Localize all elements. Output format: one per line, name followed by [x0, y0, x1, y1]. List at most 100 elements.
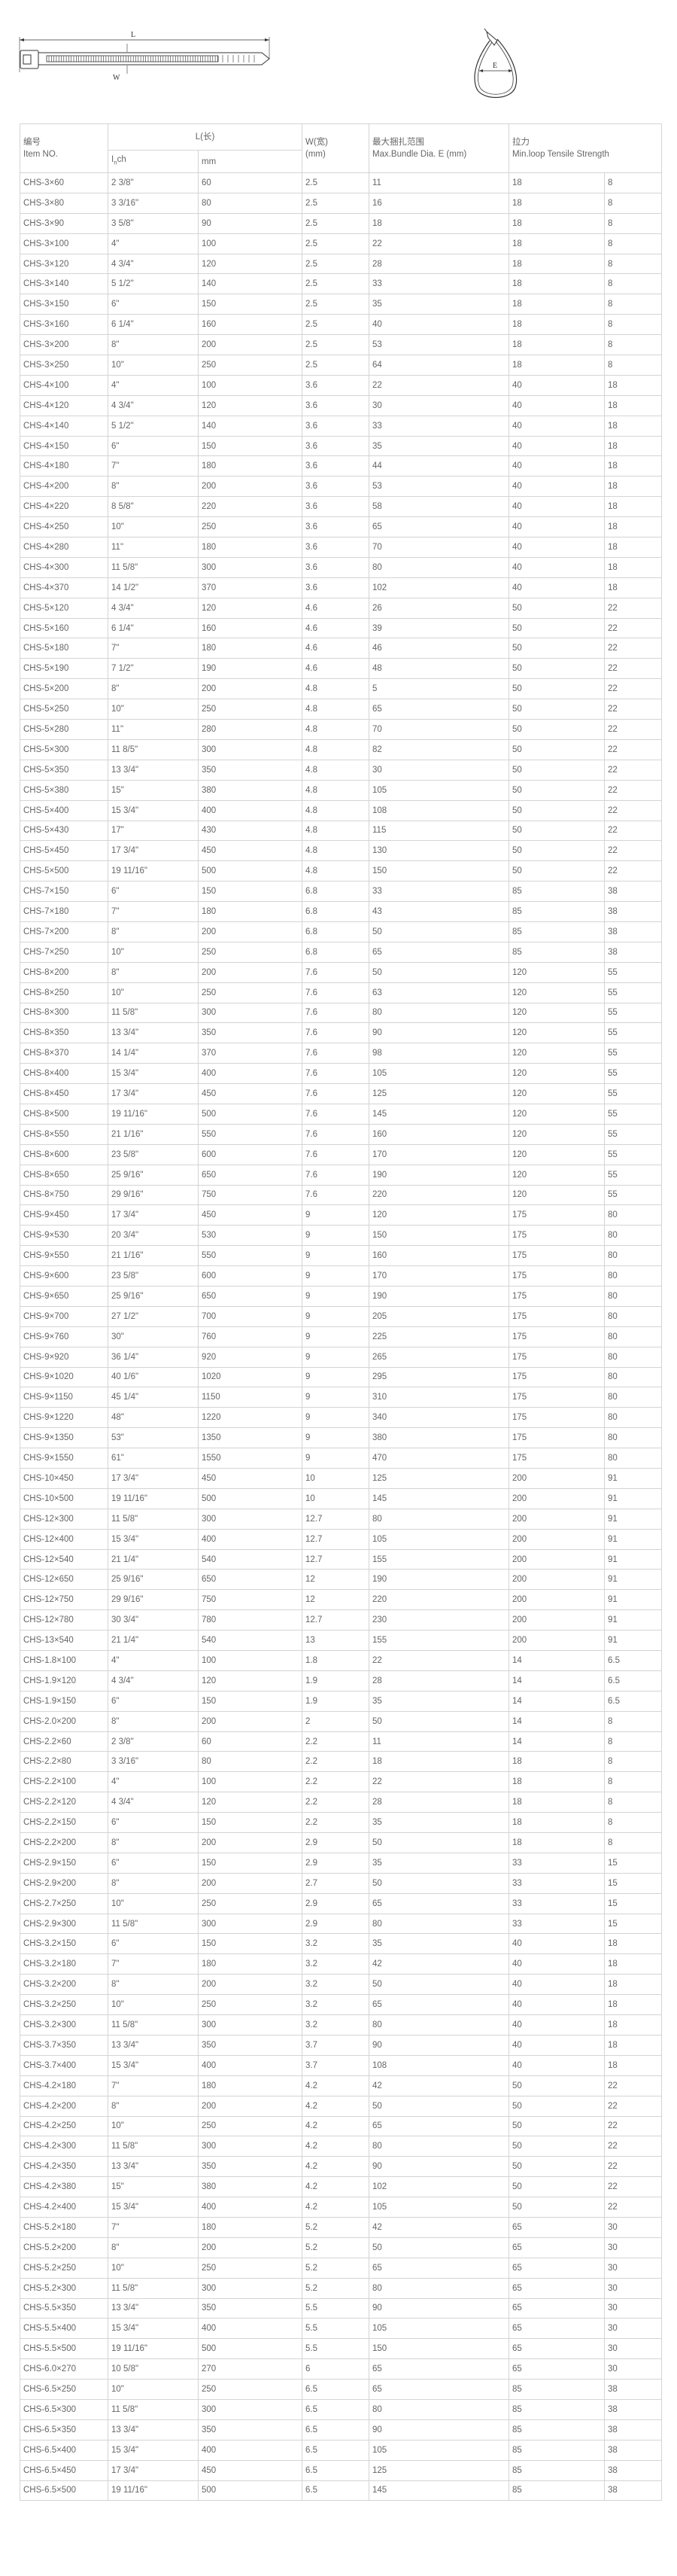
cell-length-inch: 7 1/2" — [108, 658, 199, 680]
cell-length-inch: 4 3/4" — [108, 1792, 199, 1813]
cell-max-bundle-dia: 125 — [369, 2459, 509, 2481]
cell-length-mm: 750 — [198, 1589, 302, 1611]
cell-tensile-strength-a: 50 — [509, 799, 605, 821]
cell-width-mm: 3.2 — [302, 1974, 369, 1996]
cell-max-bundle-dia: 18 — [369, 212, 509, 234]
cell-tensile-strength-b: 8 — [603, 334, 663, 356]
table-row: CHS-6.5×250 10" 250 6.5 65 85 38 — [20, 2379, 663, 2400]
cell-tensile-strength-b: 18 — [603, 2054, 663, 2076]
cell-width-mm: 7.6 — [302, 1083, 369, 1104]
cell-width-mm: 4.8 — [302, 719, 369, 740]
cell-length-inch: 25 9/16" — [108, 1569, 199, 1591]
table-row: CHS-5×120 4 3/4" 120 4.6 26 50 22 — [20, 597, 663, 619]
cell-item-no: CHS-9×1020 — [20, 1366, 108, 1388]
table-row: CHS-3×90 3 5/8" 90 2.5 18 18 8 — [20, 212, 663, 234]
cell-max-bundle-dia: 130 — [369, 840, 509, 862]
cell-max-bundle-dia: 145 — [369, 1487, 509, 1509]
table-row: CHS-5×450 17 3/4" 450 4.8 130 50 22 — [20, 840, 663, 862]
cell-length-inch: 4" — [108, 374, 199, 396]
cell-width-mm: 1.8 — [302, 1650, 369, 1671]
cell-item-no: CHS-3×140 — [20, 273, 108, 295]
cell-max-bundle-dia: 120 — [369, 1204, 509, 1226]
cell-length-inch: 3 5/8" — [108, 212, 199, 234]
table-row: CHS-4×150 6" 150 3.6 35 40 18 — [20, 435, 663, 457]
cell-length-mm: 400 — [198, 2197, 302, 2218]
cell-length-inch: 10 5/8" — [108, 2358, 199, 2380]
cell-length-inch: 19 11/16" — [108, 2480, 199, 2501]
table-row: CHS-2.2×150 6" 150 2.2 35 18 8 — [20, 1812, 663, 1834]
cell-width-mm: 2.2 — [302, 1731, 369, 1752]
cell-tensile-strength-b: 22 — [603, 738, 663, 760]
cell-max-bundle-dia: 340 — [369, 1407, 509, 1429]
cell-item-no: CHS-9×600 — [20, 1265, 108, 1286]
cell-length-mm: 400 — [198, 2054, 302, 2076]
cell-tensile-strength-b: 80 — [603, 1427, 663, 1449]
cell-max-bundle-dia: 53 — [369, 476, 509, 498]
cell-tensile-strength-a: 50 — [509, 860, 605, 882]
cell-length-mm: 200 — [198, 921, 302, 942]
cell-tensile-strength-b: 18 — [603, 435, 663, 457]
cell-length-mm: 250 — [198, 1892, 302, 1914]
cell-tensile-strength-a: 50 — [509, 2095, 605, 2117]
cell-length-inch: 15 3/4" — [108, 1063, 199, 1085]
cell-tensile-strength-a: 50 — [509, 678, 605, 700]
cell-length-mm: 200 — [198, 961, 302, 983]
cell-max-bundle-dia: 220 — [369, 1589, 509, 1611]
cell-tensile-strength-a: 175 — [509, 1427, 605, 1449]
cell-length-inch: 10" — [108, 2257, 199, 2279]
cell-tensile-strength-b: 55 — [603, 1083, 663, 1104]
cell-max-bundle-dia: 35 — [369, 1690, 509, 1712]
cell-tensile-strength-a: 50 — [509, 2176, 605, 2198]
cell-tensile-strength-b: 38 — [603, 941, 663, 963]
table-row: CHS-2.2×60 2 3/8" 60 2.2 11 14 8 — [20, 1731, 663, 1752]
cell-length-mm: 150 — [198, 1933, 302, 1955]
cell-length-inch: 17 3/4" — [108, 840, 199, 862]
cell-width-mm: 12 — [302, 1589, 369, 1611]
cell-tensile-strength-b: 91 — [603, 1487, 663, 1509]
cell-item-no: CHS-4×370 — [20, 577, 108, 598]
cell-item-no: CHS-6.5×400 — [20, 2439, 108, 2461]
cell-max-bundle-dia: 65 — [369, 2115, 509, 2137]
cell-tensile-strength-a: 175 — [509, 1448, 605, 1469]
cell-max-bundle-dia: 70 — [369, 719, 509, 740]
cell-width-mm: 4.8 — [302, 699, 369, 720]
cell-tensile-strength-a: 200 — [509, 1487, 605, 1509]
cell-tensile-strength-b: 91 — [603, 1528, 663, 1550]
cell-tensile-strength-b: 22 — [603, 2115, 663, 2137]
cell-length-inch: 15 3/4" — [108, 2439, 199, 2461]
cell-width-mm: 9 — [302, 1265, 369, 1286]
cell-tensile-strength-b: 22 — [603, 820, 663, 842]
header-inch: Inch — [108, 150, 199, 173]
table-row: CHS-4×200 8" 200 3.6 53 40 18 — [20, 476, 663, 498]
cell-max-bundle-dia: 470 — [369, 1448, 509, 1469]
cell-length-mm: 90 — [198, 212, 302, 234]
table-row: CHS-3×140 5 1/2" 140 2.5 33 18 8 — [20, 273, 663, 295]
cell-length-inch: 61" — [108, 1448, 199, 1469]
cell-length-inch: 23 5/8" — [108, 1265, 199, 1286]
cell-tensile-strength-b: 8 — [603, 1832, 663, 1853]
cell-max-bundle-dia: 35 — [369, 1852, 509, 1874]
cell-tensile-strength-b: 30 — [603, 2257, 663, 2279]
cell-max-bundle-dia: 82 — [369, 738, 509, 760]
cell-max-bundle-dia: 11 — [369, 1731, 509, 1752]
cell-width-mm: 10 — [302, 1468, 369, 1489]
cell-length-inch: 8" — [108, 476, 199, 498]
cell-width-mm: 3.7 — [302, 2034, 369, 2056]
cell-item-no: CHS-1.9×150 — [20, 1690, 108, 1712]
cell-width-mm: 3.6 — [302, 556, 369, 578]
cell-tensile-strength-b: 22 — [603, 597, 663, 619]
cell-max-bundle-dia: 39 — [369, 617, 509, 639]
cell-length-mm: 180 — [198, 1953, 302, 1975]
cell-length-inch: 36 1/4" — [108, 1346, 199, 1368]
cell-item-no: CHS-6.5×250 — [20, 2379, 108, 2400]
cell-tensile-strength-b: 38 — [603, 2379, 663, 2400]
cell-max-bundle-dia: 11 — [369, 172, 509, 193]
cell-length-mm: 150 — [198, 881, 302, 903]
cell-item-no: CHS-12×400 — [20, 1528, 108, 1550]
table-row: CHS-5×430 17" 430 4.8 115 50 22 — [20, 820, 663, 842]
cell-tensile-strength-b: 18 — [603, 394, 663, 416]
cell-width-mm: 9 — [302, 1245, 369, 1267]
table-row: CHS-9×1350 53" 1350 9 380 175 80 — [20, 1427, 663, 1449]
cell-tensile-strength-b: 22 — [603, 678, 663, 700]
cell-length-inch: 30" — [108, 1326, 199, 1347]
